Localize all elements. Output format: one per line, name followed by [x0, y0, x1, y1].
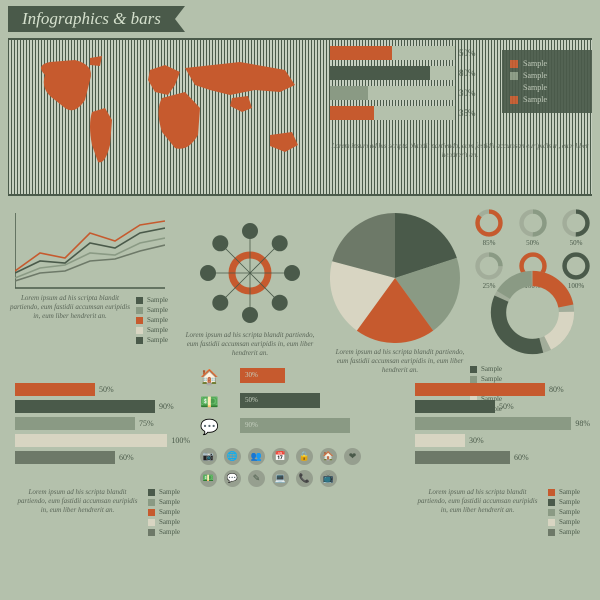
bars-br-labels: SampleSampleSampleSampleSample: [548, 486, 580, 538]
mid-bars: 30%50%90%: [240, 368, 360, 443]
linechart-lorem: Lorem ipsum ad his scripta blandit parti…: [10, 294, 130, 321]
line-chart: [15, 213, 165, 291]
mid-icons: 🏠💵💬: [200, 368, 230, 443]
hub-diagram: [185, 218, 315, 328]
page-title: Infographics & bars: [8, 6, 175, 32]
top-lorem: Lorem ipsum ad his scripta blandit parti…: [330, 142, 590, 160]
bars-bottom-left: 50%90%75%100%60%: [15, 383, 190, 468]
linechart-labels: SampleSampleSampleSampleSample: [136, 294, 168, 346]
big-donut: [490, 270, 575, 355]
lower-section: Lorem ipsum ad his scripta blandit parti…: [0, 208, 600, 600]
ribbon-tail: [175, 6, 185, 32]
hub-lorem: Lorem ipsum ad his scripta blandit parti…: [185, 331, 315, 358]
pie-chart: [330, 213, 460, 343]
top-bar-chart: 50%80%30%35%: [330, 46, 495, 126]
bars-bottom-right: 80%50%98%30%60%: [415, 383, 590, 468]
bars-br-lorem: Lorem ipsum ad his scripta blandit parti…: [415, 488, 540, 515]
legend-box: SampleSampleSampleSample: [502, 50, 592, 113]
icon-row-2: 💵💬✎💻📞📺: [200, 470, 344, 487]
bars-bl-labels: SampleSampleSampleSampleSample: [148, 486, 180, 538]
world-map: [20, 50, 315, 185]
title-banner: Infographics & bars: [8, 6, 185, 32]
bars-bl-lorem: Lorem ipsum ad his scripta blandit parti…: [15, 488, 140, 515]
icon-row-1: 📷🌐👥📅🔒🏠❤: [200, 448, 368, 465]
